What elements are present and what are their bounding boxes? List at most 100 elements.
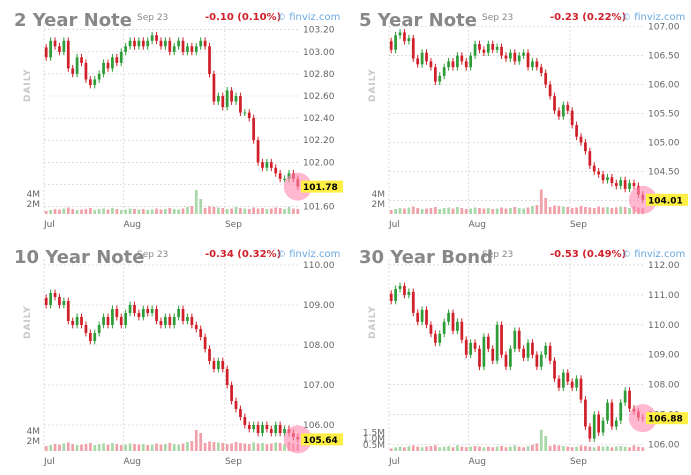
candle-body [230,90,233,102]
volume-bar [535,205,539,214]
volume-bar [491,209,495,214]
volume-bar [517,446,521,451]
candle-body [566,104,570,111]
y-tick-label: 106.00 [648,441,680,451]
candle-body [168,317,172,325]
volume-bar [398,446,402,451]
volume-bar [252,207,256,214]
candle-body [623,180,627,189]
y-tick-label: 106.50 [648,52,680,62]
candle-body [97,73,101,80]
candle-body [58,46,61,52]
volume-bar [442,446,446,451]
candle-body [93,79,97,85]
volume-bar [75,210,79,214]
volume-bar [80,444,83,451]
candle-body [261,162,264,168]
chart-date: Sep 23 [137,13,169,23]
candle-body [403,32,406,42]
x-tick-label: Sep [570,457,587,467]
volume-bar [124,209,128,214]
candle-body [592,414,596,439]
volume-bar [447,446,450,451]
volume-bar [623,207,627,214]
candle-body [155,309,158,321]
copyright-icon: © [277,13,286,23]
candle-body [531,61,534,68]
volume-bar [269,208,273,214]
candle-body [628,183,631,189]
x-tick-label: Jul [43,457,55,467]
volume-bar [212,442,216,451]
candle-body [194,46,198,52]
candle-body [447,312,450,322]
candle-body [553,96,556,111]
candle-body [447,61,450,68]
candle-body [504,55,508,59]
candle-body [619,402,623,421]
volume-bar [592,208,596,214]
volume-bar [601,446,605,451]
volume-bar [84,444,88,451]
y-tick-label: 102.60 [303,92,335,102]
volume-bar [283,444,286,451]
candle-body [239,96,242,113]
chart-title: 10 Year Note [14,247,145,268]
chart-panel-2: 104.00104.50105.00105.50106.00106.50107.… [345,0,690,237]
volume-bar [438,209,442,214]
volume-bar [97,444,101,451]
volume-bar [566,446,570,451]
candle-body [62,40,66,52]
volume-bar [247,209,251,214]
chart-date: Sep 23 [137,250,169,260]
volume-bar [389,210,393,214]
volume-bar [141,444,145,451]
candle-body [137,313,141,317]
volume-bar [588,207,592,214]
volume-bar [606,207,609,214]
volume-bar [168,208,172,214]
candle-body [190,46,194,52]
volume-bar [394,209,397,214]
volume-bar [203,208,207,214]
candle-body [177,40,180,47]
candle-body [274,167,278,174]
x-tick-label: Jul [43,220,55,230]
volume-bar [49,210,52,214]
candle-body [155,35,158,41]
candle-body [168,40,172,52]
volume-bar [93,210,97,214]
price-change: -0.34 (0.32%) [205,249,282,260]
y-tick-label: 112.00 [648,261,680,271]
volume-bar [557,206,561,214]
candle-body [610,177,614,184]
x-tick-label: Aug [468,457,486,467]
candle-body [531,342,534,355]
candle-body [62,301,66,305]
y-tick-label: 107.00 [303,381,335,391]
volume-bar [539,189,543,214]
y-tick-label: 105.00 [648,138,680,148]
volume-bar [398,208,402,214]
candle-body [269,429,273,433]
candle-body [469,55,473,68]
volume-bar [172,444,176,451]
volume-bar [544,436,548,451]
volume-bar [447,207,450,214]
candle-body [128,40,132,47]
volume-bar [407,446,411,451]
candle-body [221,96,225,108]
volume-bar [429,208,433,214]
candle-body [159,40,163,47]
volume-bar [526,446,530,451]
candle-body [592,165,596,172]
candle-body [539,67,543,73]
candle-body [588,151,592,166]
candle-body [133,40,136,47]
volume-bar [150,209,154,214]
candle-body [53,40,57,47]
candle-body [203,40,207,47]
volume-bar [403,447,406,451]
volume-bar [102,443,105,451]
candle-body [389,293,393,301]
